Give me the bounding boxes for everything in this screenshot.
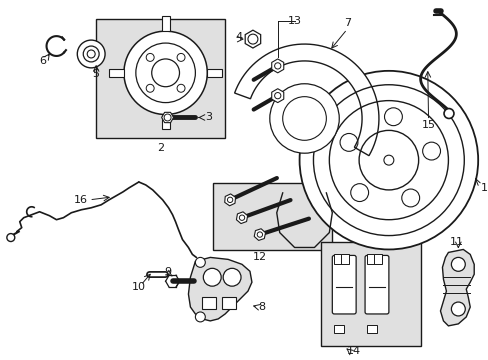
- FancyBboxPatch shape: [332, 255, 355, 314]
- Circle shape: [223, 268, 241, 286]
- Circle shape: [195, 312, 205, 322]
- Bar: [366, 255, 374, 264]
- Polygon shape: [244, 30, 260, 48]
- Circle shape: [443, 109, 453, 118]
- Polygon shape: [162, 112, 173, 123]
- Text: 16: 16: [74, 195, 88, 205]
- Circle shape: [450, 302, 464, 316]
- Text: 7: 7: [343, 18, 350, 28]
- Polygon shape: [224, 194, 235, 206]
- Circle shape: [269, 84, 339, 153]
- Polygon shape: [440, 249, 473, 326]
- Text: 10: 10: [132, 282, 145, 292]
- Bar: [373, 255, 381, 264]
- Text: 4: 4: [235, 32, 242, 42]
- Text: 1: 1: [480, 183, 487, 193]
- Circle shape: [450, 257, 464, 271]
- Text: 9: 9: [163, 267, 171, 277]
- Circle shape: [7, 234, 15, 242]
- Text: 8: 8: [258, 302, 265, 312]
- Bar: [366, 325, 376, 333]
- Polygon shape: [162, 16, 169, 31]
- Circle shape: [299, 71, 477, 249]
- Polygon shape: [271, 89, 283, 103]
- Text: 12: 12: [252, 252, 266, 262]
- Bar: [96, 19, 224, 138]
- Bar: [213, 183, 332, 251]
- Text: 6: 6: [39, 56, 46, 66]
- Polygon shape: [188, 257, 251, 321]
- Text: 2: 2: [157, 143, 164, 153]
- Circle shape: [77, 40, 105, 68]
- Bar: [334, 255, 342, 264]
- Text: 15: 15: [421, 121, 435, 130]
- Polygon shape: [109, 69, 123, 77]
- Circle shape: [195, 257, 205, 267]
- FancyBboxPatch shape: [365, 255, 388, 314]
- Circle shape: [203, 268, 221, 286]
- Bar: [321, 242, 420, 346]
- Bar: [202, 297, 216, 309]
- Polygon shape: [162, 114, 169, 129]
- Polygon shape: [254, 229, 265, 240]
- Bar: [222, 297, 236, 309]
- Text: 13: 13: [287, 16, 301, 26]
- Text: 5: 5: [92, 69, 100, 79]
- Bar: [341, 255, 348, 264]
- Text: 3: 3: [205, 112, 212, 122]
- Polygon shape: [234, 44, 378, 156]
- Text: 14: 14: [346, 346, 361, 356]
- Bar: [334, 325, 344, 333]
- Polygon shape: [271, 59, 283, 73]
- Polygon shape: [207, 69, 222, 77]
- Circle shape: [123, 31, 207, 114]
- Text: 11: 11: [448, 237, 463, 247]
- Polygon shape: [236, 212, 247, 224]
